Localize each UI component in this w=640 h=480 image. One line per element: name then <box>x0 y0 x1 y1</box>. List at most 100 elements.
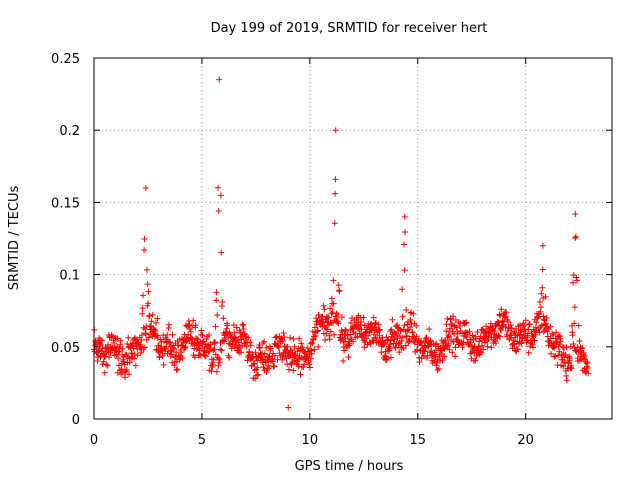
data-point <box>399 334 406 341</box>
data-point <box>492 340 499 347</box>
data-point <box>114 335 121 342</box>
data-point <box>581 353 588 360</box>
data-point <box>537 304 544 311</box>
data-point <box>539 242 546 249</box>
data-point <box>312 332 319 339</box>
data-point <box>552 352 559 359</box>
data-point <box>510 337 517 344</box>
data-point <box>174 366 181 373</box>
data-point <box>212 323 219 330</box>
data-point <box>372 320 379 327</box>
data-point <box>331 220 338 227</box>
data-point <box>322 336 329 343</box>
data-point <box>581 356 588 363</box>
data-point <box>225 334 232 341</box>
data-point <box>570 279 577 286</box>
data-point <box>340 358 347 365</box>
data-point <box>255 371 262 378</box>
data-point <box>163 344 170 351</box>
data-point <box>401 267 408 274</box>
data-point <box>347 319 354 326</box>
data-point <box>350 338 357 345</box>
data-point <box>329 309 336 316</box>
data-point <box>194 336 201 343</box>
data-point <box>143 266 150 273</box>
data-point <box>167 339 174 346</box>
data-point <box>100 358 107 365</box>
data-point <box>235 339 242 346</box>
data-point <box>158 339 165 346</box>
data-point <box>375 321 382 328</box>
data-point <box>210 347 217 354</box>
data-point <box>138 332 145 339</box>
data-point <box>576 338 583 345</box>
data-point <box>328 310 335 317</box>
data-point <box>360 314 367 321</box>
data-point <box>275 344 282 351</box>
data-point <box>142 330 149 337</box>
data-point <box>446 333 453 340</box>
data-point <box>472 357 479 364</box>
data-point <box>392 344 399 351</box>
data-point <box>500 318 507 325</box>
data-point <box>452 344 459 351</box>
data-point <box>444 334 451 341</box>
data-point <box>372 334 379 341</box>
data-point <box>346 342 353 349</box>
y-axis-label: SRMTID / TECUs <box>7 186 22 291</box>
data-point <box>433 362 440 369</box>
data-point <box>423 334 430 341</box>
data-point <box>416 358 423 365</box>
data-point <box>132 362 139 369</box>
data-point <box>576 348 583 355</box>
data-point <box>325 314 332 321</box>
data-point <box>386 341 393 348</box>
data-point <box>478 349 485 356</box>
data-point <box>142 184 149 191</box>
data-point <box>137 349 144 356</box>
data-point <box>547 335 554 342</box>
data-point <box>326 336 333 343</box>
data-point <box>263 368 270 375</box>
data-point <box>539 322 546 329</box>
data-point <box>529 332 536 339</box>
data-point <box>405 339 412 346</box>
data-point <box>327 305 334 312</box>
data-point <box>450 313 456 320</box>
data-point <box>172 354 179 361</box>
data-point <box>450 338 457 345</box>
data-point <box>239 321 246 328</box>
data-point <box>449 349 456 356</box>
x-tick-label: 15 <box>409 433 426 448</box>
data-point <box>400 241 407 248</box>
data-point <box>478 342 485 349</box>
data-point <box>233 324 240 331</box>
data-point <box>134 352 141 359</box>
data-point <box>579 345 586 352</box>
data-point <box>288 361 295 368</box>
data-point <box>214 312 221 319</box>
data-point <box>502 323 509 330</box>
data-point <box>553 329 560 336</box>
data-point <box>261 338 268 345</box>
data-point <box>165 321 172 328</box>
data-point <box>368 320 375 327</box>
data-point <box>381 340 388 347</box>
data-point <box>358 318 365 325</box>
data-point <box>566 355 573 362</box>
data-point <box>103 361 110 368</box>
data-point <box>214 184 221 191</box>
data-point <box>426 326 433 333</box>
data-point <box>280 329 287 336</box>
data-point <box>125 334 132 341</box>
data-point <box>549 330 556 337</box>
data-point <box>263 344 270 351</box>
data-point <box>218 249 225 256</box>
data-point <box>333 310 340 317</box>
data-point <box>488 344 495 351</box>
data-point <box>321 306 328 313</box>
data-point <box>439 357 446 364</box>
data-point <box>164 331 171 338</box>
data-point <box>438 347 445 354</box>
data-point <box>391 336 398 343</box>
